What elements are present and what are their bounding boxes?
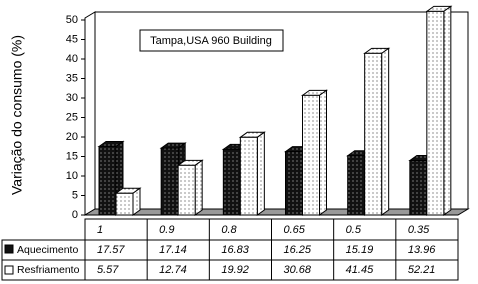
bar [426, 10, 445, 216]
bar-side [443, 5, 452, 216]
legend-swatch [4, 265, 14, 275]
table-value: 17.14 [159, 244, 187, 256]
bar-side [132, 187, 141, 216]
table-value: 19.92 [221, 264, 249, 276]
y-tick-label: 30 [66, 92, 78, 104]
x-tick-label: 0.8 [221, 224, 237, 236]
y-tick-label: 20 [66, 131, 78, 143]
bar [222, 148, 241, 216]
y-tick-label: 10 [66, 170, 78, 182]
x-tick-label: 0.65 [284, 224, 306, 236]
bar [115, 192, 134, 216]
bar [347, 155, 366, 216]
bar-side [381, 47, 390, 216]
table-value: 15.19 [346, 244, 374, 256]
bar [160, 147, 179, 216]
bar-side [319, 89, 327, 216]
x-tick-label: 0.35 [408, 224, 430, 236]
bar [409, 160, 428, 216]
table-value: 5.57 [97, 264, 119, 276]
table-value: 16.25 [284, 244, 312, 256]
table-value: 17.57 [97, 244, 125, 256]
y-tick-label: 0 [72, 209, 78, 221]
table-value: 52.21 [408, 264, 436, 276]
legend-label: Resfriamento [17, 264, 80, 276]
y-tick-label: 25 [66, 111, 78, 123]
table-value: 41.45 [346, 264, 374, 276]
y-axis-label: Variação do consumo (%) [9, 35, 25, 195]
bar [239, 136, 258, 216]
chart-title: Tampa,USA 960 Building [150, 35, 272, 47]
legend-label: Aquecimento [17, 244, 78, 256]
x-tick-label: 0.5 [346, 224, 362, 236]
y-tick-label: 15 [66, 150, 78, 162]
x-tick-label: 0.9 [159, 224, 174, 236]
bar-side [194, 159, 203, 216]
annotation-box [139, 29, 284, 52]
table-value: 13.96 [408, 244, 436, 256]
bar-side [256, 131, 265, 216]
y-tick-label: 40 [66, 53, 78, 65]
side-wall [84, 11, 96, 216]
bar [364, 52, 383, 216]
y-tick-label: 5 [72, 189, 78, 201]
y-tick-label: 50 [66, 14, 78, 26]
bar [285, 151, 303, 216]
bar [177, 164, 196, 216]
table-value: 12.74 [159, 264, 187, 276]
bar [98, 145, 117, 216]
x-tick-label: 1 [97, 224, 103, 236]
y-tick-label: 35 [66, 72, 78, 84]
y-tick-label: 45 [66, 33, 78, 45]
table-value: 30.68 [284, 264, 312, 276]
legend-swatch [4, 244, 14, 254]
bar [302, 94, 320, 216]
table-value: 16.83 [221, 244, 249, 256]
